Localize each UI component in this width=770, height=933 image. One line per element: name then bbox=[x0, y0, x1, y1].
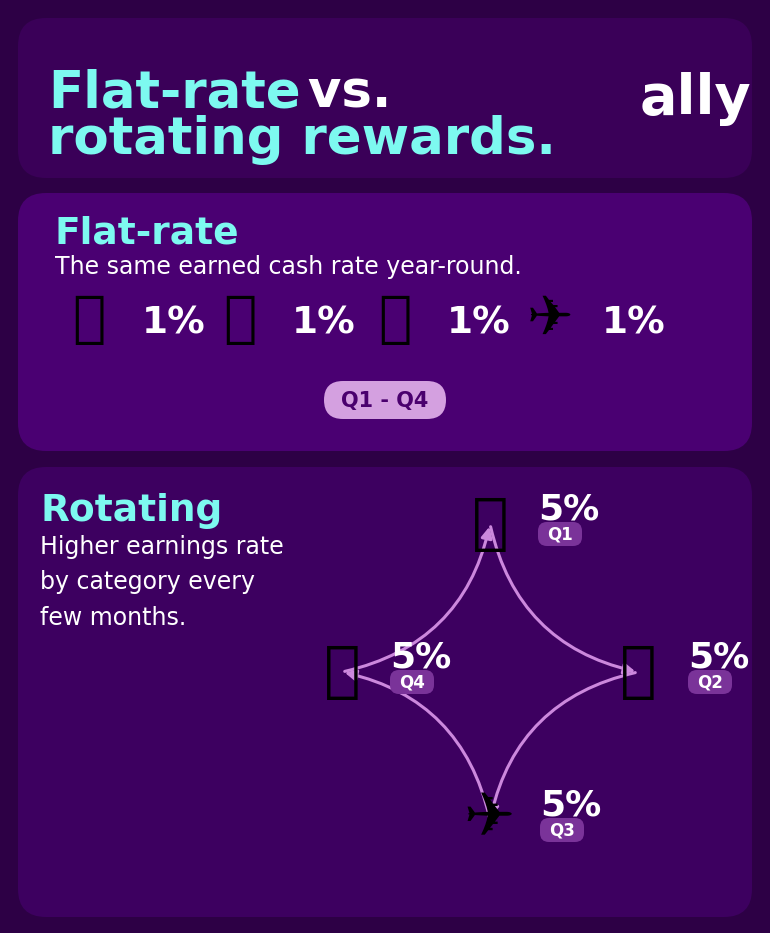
Text: Q1 - Q4: Q1 - Q4 bbox=[341, 391, 429, 411]
Text: Flat-rate: Flat-rate bbox=[55, 215, 239, 251]
Text: 🛍️: 🛍️ bbox=[620, 643, 656, 702]
Text: Higher earnings rate
by category every
few months.: Higher earnings rate by category every f… bbox=[40, 535, 284, 630]
FancyBboxPatch shape bbox=[324, 381, 446, 419]
Text: 5%: 5% bbox=[688, 641, 749, 675]
Text: 🍞: 🍞 bbox=[378, 293, 412, 347]
FancyBboxPatch shape bbox=[538, 522, 582, 546]
Text: ✈️: ✈️ bbox=[464, 790, 516, 850]
Text: 1%: 1% bbox=[602, 306, 666, 342]
Text: 🍞: 🍞 bbox=[472, 494, 508, 553]
Text: Rotating: Rotating bbox=[40, 493, 223, 529]
FancyBboxPatch shape bbox=[18, 193, 752, 451]
Text: 5%: 5% bbox=[538, 493, 599, 527]
FancyBboxPatch shape bbox=[18, 18, 752, 178]
Text: 1%: 1% bbox=[447, 306, 511, 342]
Text: ally: ally bbox=[639, 72, 751, 126]
Text: 🛍️: 🛍️ bbox=[73, 293, 106, 347]
FancyBboxPatch shape bbox=[688, 670, 732, 694]
Text: Q4: Q4 bbox=[399, 674, 425, 692]
Text: ✈️: ✈️ bbox=[527, 293, 573, 347]
Text: vs.: vs. bbox=[290, 68, 391, 118]
FancyBboxPatch shape bbox=[390, 670, 434, 694]
Text: Q2: Q2 bbox=[697, 674, 723, 692]
Text: Q3: Q3 bbox=[549, 822, 575, 840]
FancyBboxPatch shape bbox=[18, 467, 752, 917]
Text: rotating rewards.: rotating rewards. bbox=[48, 115, 556, 165]
Text: The same earned cash rate year-round.: The same earned cash rate year-round. bbox=[55, 255, 522, 279]
Text: 1%: 1% bbox=[292, 306, 356, 342]
Text: ⛽: ⛽ bbox=[323, 643, 360, 702]
Text: ⛽: ⛽ bbox=[223, 293, 256, 347]
Text: Q1: Q1 bbox=[547, 526, 573, 544]
Text: Flat-rate: Flat-rate bbox=[48, 68, 300, 118]
Text: 5%: 5% bbox=[540, 789, 601, 823]
FancyBboxPatch shape bbox=[540, 818, 584, 842]
Text: 5%: 5% bbox=[390, 641, 451, 675]
Text: 1%: 1% bbox=[142, 306, 206, 342]
